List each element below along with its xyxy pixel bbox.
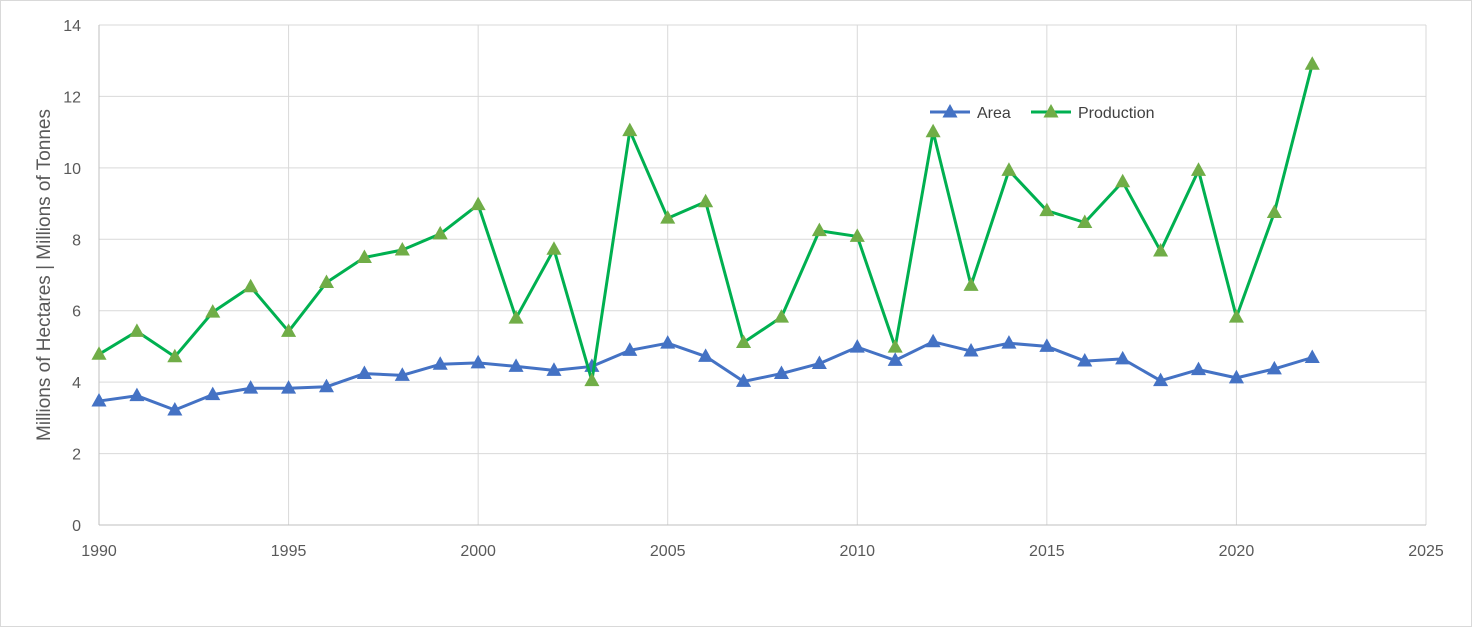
legend-label: Production (1078, 105, 1155, 122)
production-point (394, 241, 410, 256)
production-point (318, 274, 335, 288)
area-point (1039, 338, 1055, 352)
area-point (1077, 353, 1093, 367)
x-tick-label: 2025 (1408, 543, 1444, 560)
production-point (1001, 162, 1017, 176)
area-point (1304, 349, 1320, 363)
area-point (811, 355, 827, 370)
area-point (91, 393, 107, 407)
production-point (1266, 204, 1282, 218)
production-point (660, 210, 676, 224)
production-point (546, 241, 562, 255)
y-tick-label: 2 (72, 447, 81, 464)
y-tick-label: 8 (72, 232, 81, 249)
production-point (963, 277, 979, 291)
series-area (91, 333, 1320, 416)
production-point (887, 339, 903, 353)
series-production (91, 56, 1320, 387)
x-tick-label: 2005 (650, 543, 686, 560)
area-point (129, 387, 145, 402)
production-point (243, 278, 259, 293)
area-point (1190, 361, 1207, 376)
production-point (129, 323, 145, 337)
area-point (1115, 350, 1131, 365)
production-point (698, 193, 714, 208)
y-tick-labels: 0 2 4 6 8 10 12 14 (63, 18, 81, 535)
production-point (925, 123, 941, 138)
series-layer (91, 56, 1320, 416)
y-tick-label: 10 (63, 161, 81, 178)
production-point (91, 346, 107, 360)
area-point (887, 352, 903, 366)
legend-swatch-marker (942, 103, 958, 118)
area-point (1266, 360, 1282, 375)
production-point (470, 196, 486, 211)
production-point (356, 249, 372, 263)
production-point (1190, 162, 1207, 176)
area-point (1153, 372, 1169, 387)
area-point (622, 342, 638, 356)
area-point (394, 367, 410, 381)
area-point (432, 356, 448, 370)
area-point (1228, 369, 1244, 384)
legend-swatch-marker (1043, 103, 1059, 118)
legend-item-area: Area (930, 103, 1011, 122)
y-tick-label: 12 (63, 89, 81, 106)
x-tick-label: 2010 (839, 543, 875, 560)
production-point (773, 309, 789, 323)
area-point (205, 386, 221, 401)
production-point (584, 372, 600, 387)
production-point (281, 323, 297, 337)
area-point (849, 339, 865, 353)
area-point (243, 380, 259, 394)
area-point (736, 373, 752, 387)
production-point (1039, 202, 1055, 217)
production-point (1153, 243, 1169, 257)
area-point (963, 343, 979, 357)
y-tick-label: 6 (72, 304, 81, 321)
area-point (470, 354, 486, 369)
area-point (281, 380, 297, 394)
area-point (925, 333, 941, 348)
production-point (1304, 56, 1320, 70)
legend: Area Production (930, 103, 1155, 122)
production-point (849, 228, 865, 242)
production-point (622, 122, 638, 137)
y-axis-label: Millions of Hectares | Millions of Tonne… (34, 109, 55, 441)
area-point (773, 365, 789, 380)
area-point (1001, 335, 1017, 349)
area-point (660, 335, 676, 349)
production-point (736, 334, 752, 348)
x-tick-label: 1995 (271, 543, 307, 560)
area-point (546, 362, 562, 376)
y-tick-label: 14 (63, 18, 81, 35)
legend-item-production: Production (1031, 103, 1155, 122)
production-point (432, 225, 448, 240)
production-point (811, 222, 827, 237)
legend-label: Area (977, 105, 1011, 122)
x-tick-labels: 1990 1995 2000 2005 2010 2015 2020 2025 (81, 543, 1444, 560)
production-point (1077, 214, 1093, 228)
x-tick-label: 1990 (81, 543, 117, 560)
production-point (167, 348, 183, 363)
production-point (205, 304, 221, 318)
area-point (318, 378, 335, 393)
area-point (698, 348, 714, 362)
axes (98, 25, 1426, 526)
x-tick-label: 2015 (1029, 543, 1065, 560)
x-tick-label: 2000 (460, 543, 496, 560)
area-point (356, 365, 372, 380)
y-tick-label: 4 (72, 375, 81, 392)
production-point (1115, 173, 1131, 188)
production-point (1228, 309, 1244, 323)
production-point (508, 310, 524, 324)
area-point (167, 401, 183, 416)
x-tick-label: 2020 (1219, 543, 1255, 560)
area-point (508, 358, 524, 372)
gridlines (99, 24, 1427, 525)
y-tick-label: 0 (72, 518, 81, 535)
